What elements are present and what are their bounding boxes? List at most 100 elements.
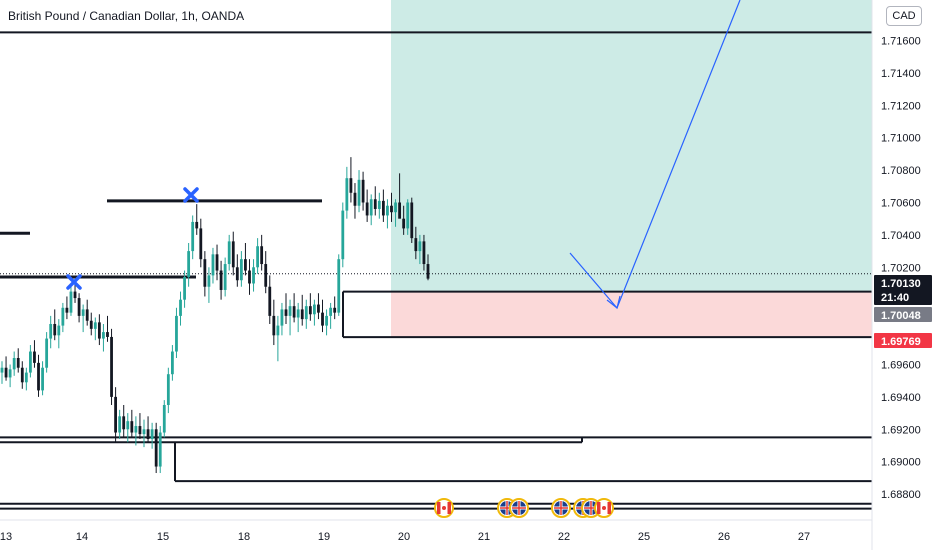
candle-body [110,336,113,397]
time-tick-label: 18 [238,531,250,543]
candle-body [211,254,215,276]
candle-body [248,270,251,284]
candle-body [102,332,105,339]
candle-body [239,259,243,281]
swing-marker-stroke [183,187,199,203]
price-labels: 1.70130 21:40 1.70048 1.69769 [874,275,932,348]
target-zone [391,0,872,292]
price-tick-label: 1.71000 [881,133,921,145]
stop-price-label: 1.69769 [881,336,921,348]
candle-body [171,351,174,375]
candle-body [426,264,430,279]
candle-body [402,218,406,229]
flag-leaf [442,506,446,510]
candle-body [223,264,227,290]
price-tick-label: 1.69600 [881,359,921,371]
time-tick-label: 13 [0,531,12,543]
candle-body [93,322,97,329]
swing-marker-stroke [66,274,82,290]
candle-body [353,192,357,206]
entry-price-label-bg [874,307,932,322]
candle-body [244,259,247,271]
cad-flag-icon [434,498,454,518]
currency-button[interactable]: CAD [886,6,922,26]
cad-flag-icon [594,498,614,518]
candle-body [166,374,170,405]
candle-body [386,205,389,216]
price-tick-label: 1.69200 [881,424,921,436]
candle-body [227,241,231,265]
flag-band [607,502,611,514]
last-price-label: 21:40 [881,292,909,304]
time-tick-label: 21 [478,531,490,543]
candle-body [77,298,81,316]
candle-body [325,315,328,326]
candle-body [341,210,345,260]
stop-zone [391,291,872,338]
candle-body [256,246,259,268]
candle-body [321,312,324,326]
candle-body [33,351,36,363]
candle-body [114,396,117,433]
candle-body [333,307,337,313]
swing-marker-icon [66,274,82,290]
time-tick-label: 27 [798,531,810,543]
candle-body [272,315,276,336]
candle-body [89,320,93,329]
price-tick-label: 1.68800 [881,489,921,501]
drawings [66,0,741,310]
candle-body [162,404,166,433]
candle-body [106,332,109,337]
candle-body [373,199,377,209]
candle-body [134,426,138,433]
candle-body [146,429,150,440]
candle-body [219,270,223,290]
candle-body [118,416,122,433]
candle-body [57,325,61,336]
chart-title: British Pound / Canadian Dollar, 1h, OAN… [8,9,245,23]
candle-body [280,309,284,326]
swing-marker-icon [183,187,199,203]
candle-body [183,277,186,300]
candle-body [337,259,341,313]
flag-band [597,502,601,514]
candle-body [292,306,296,318]
candle-body [313,304,316,315]
candle-body [345,178,349,211]
horizontal-levels [0,31,872,510]
candle-body [260,246,264,265]
candle-body [296,309,300,318]
candle-body [381,200,385,216]
price-tick-label: 1.70800 [881,165,921,177]
candle-body [365,202,369,216]
candle-body [154,429,158,467]
gbp-flag-icon [509,498,529,518]
candle-body [24,372,28,383]
candle-body [175,315,178,352]
position-zones [391,0,872,338]
time-tick-label: 25 [638,531,650,543]
candle-body [0,367,4,373]
candle-body [49,323,53,339]
candle-body [252,267,255,284]
candle-body [142,429,146,435]
candle-body [414,238,418,252]
candle-body [81,309,85,316]
last-price-label-bg [874,275,932,305]
flag-leaf [602,506,606,510]
candle-body [329,307,333,316]
candle-body [20,367,24,383]
candle-body [377,200,381,209]
candle-body [8,369,12,378]
candle-body [276,325,280,336]
candle-body [85,309,89,321]
time-tick-label: 15 [157,531,169,543]
candle-body [390,205,393,213]
candle-body [122,416,126,430]
price-tick-label: 1.69400 [881,392,921,404]
time-tick-label: 14 [76,531,88,543]
price-tick-label: 1.71400 [881,68,921,80]
candle-body [203,259,207,287]
candle-body [268,286,272,316]
